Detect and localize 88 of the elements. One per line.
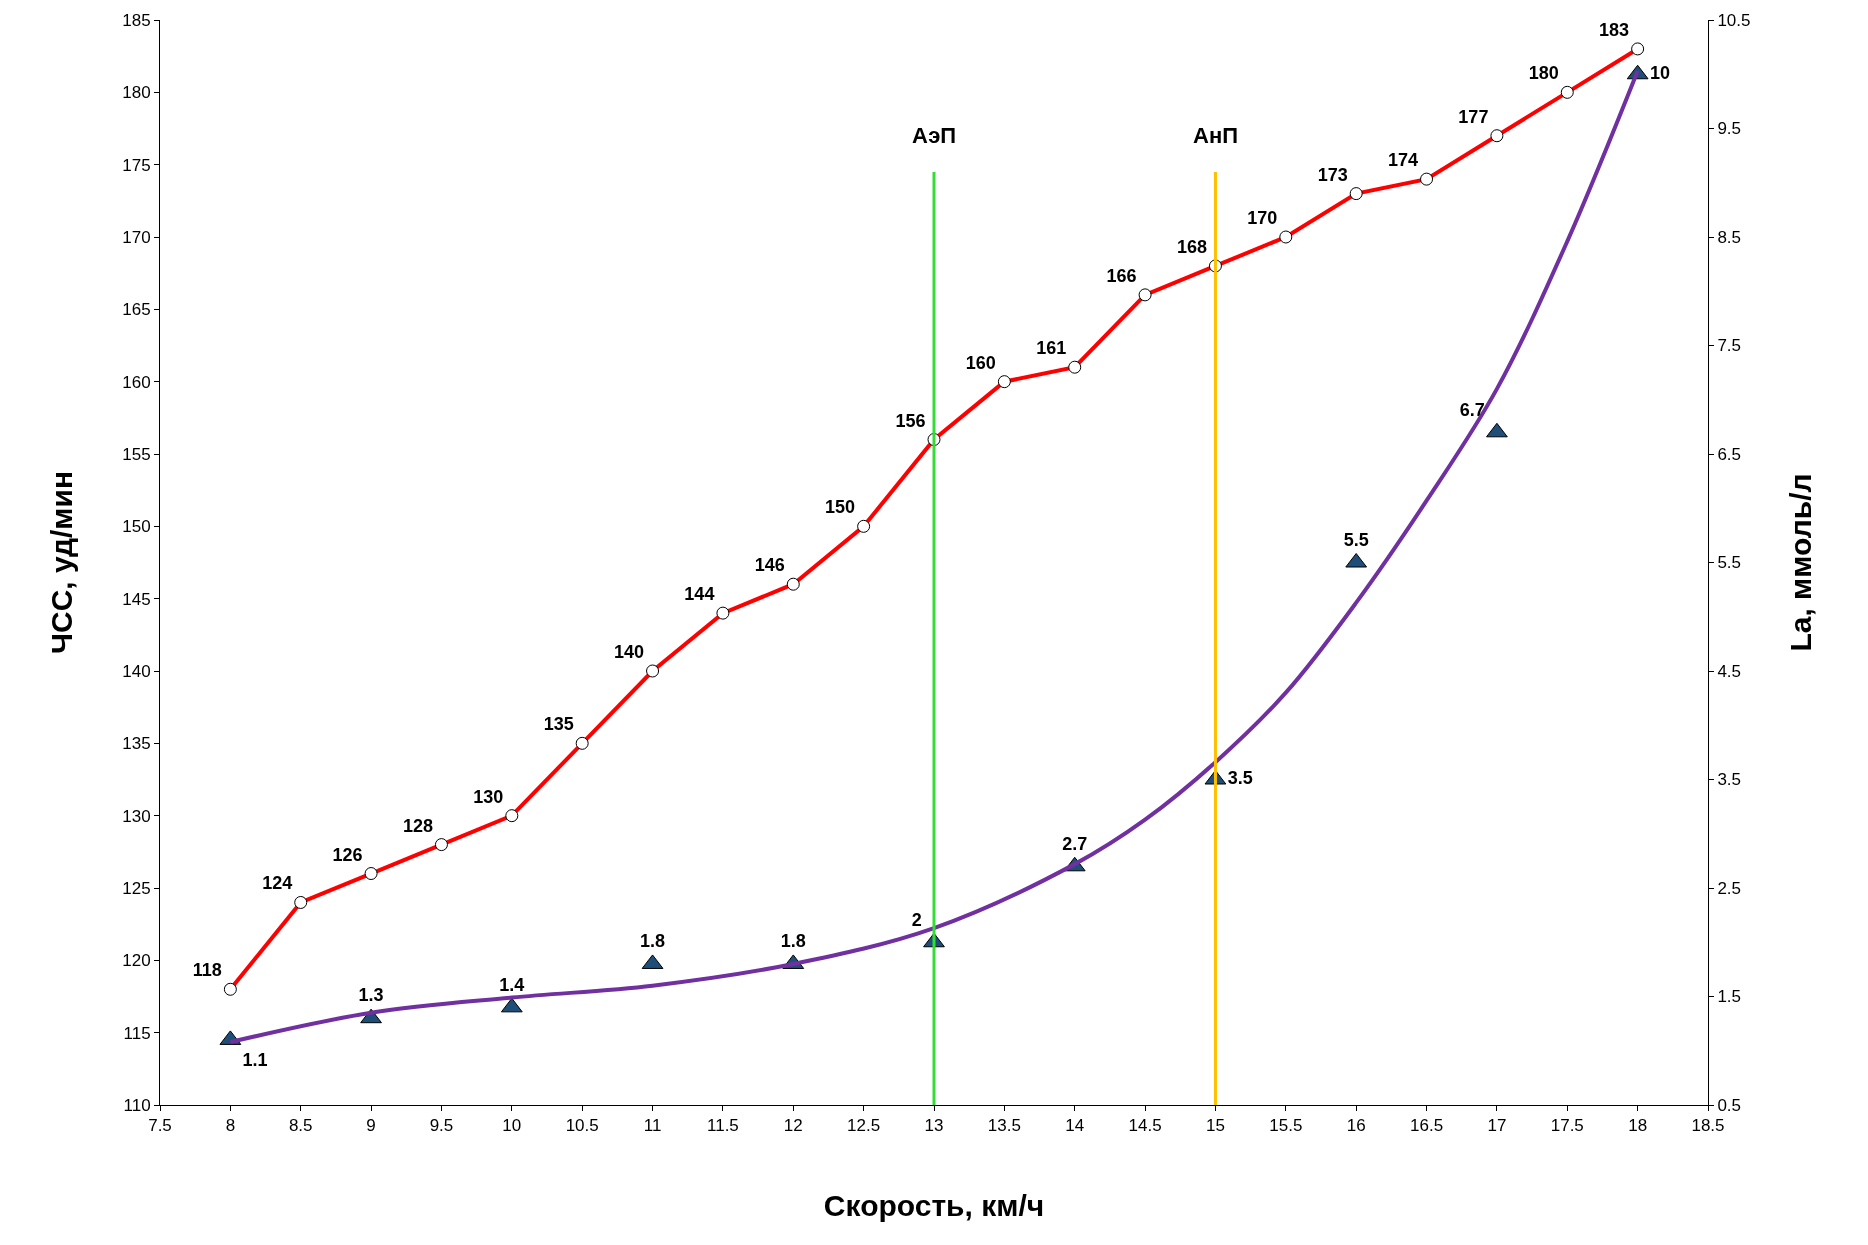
y-tick-label: 170 xyxy=(122,227,151,247)
x-tick-label: 12 xyxy=(783,1116,803,1136)
y-tick-label: 160 xyxy=(122,372,151,392)
data-label: 130 xyxy=(473,786,504,807)
x-tick-label: 14.5 xyxy=(1128,1116,1162,1136)
y2-tick-label: 9.5 xyxy=(1717,119,1742,139)
y2-tick-label: 1.5 xyxy=(1717,987,1742,1007)
data-label: 5.5 xyxy=(1343,529,1369,550)
y-tick-label: 145 xyxy=(122,589,151,609)
y2-tick-label: 6.5 xyxy=(1717,444,1742,464)
data-label: 1.4 xyxy=(499,974,525,995)
y2-tick-label: 0.5 xyxy=(1717,1095,1742,1115)
data-label: 135 xyxy=(543,714,574,735)
data-label: 161 xyxy=(1036,338,1067,359)
x-tick-label: 8.5 xyxy=(288,1116,313,1136)
x-tick-label: 18.5 xyxy=(1691,1116,1725,1136)
y-tick-label: 140 xyxy=(122,661,151,681)
y-tick-label: 155 xyxy=(122,444,151,464)
data-label: 166 xyxy=(1106,265,1137,286)
x-tick-label: 13 xyxy=(924,1116,944,1136)
data-label: 118 xyxy=(192,960,222,981)
x-tick-label: 7.5 xyxy=(148,1116,172,1136)
x-tick-label: 8 xyxy=(225,1116,236,1136)
data-label: 156 xyxy=(895,410,926,431)
x-tick-label: 16 xyxy=(1346,1116,1366,1136)
data-label: 144 xyxy=(684,584,715,605)
y2-tick-label: 2.5 xyxy=(1717,878,1742,898)
y-tick-label: 120 xyxy=(122,951,151,971)
y-axis-title: ЧСС, уд/мин xyxy=(45,470,79,655)
data-label: 126 xyxy=(332,844,363,865)
data-label: 1.8 xyxy=(780,931,806,952)
data-label: 168 xyxy=(1176,236,1207,257)
x-tick-label: 17 xyxy=(1487,1116,1507,1136)
data-label: 150 xyxy=(825,497,856,518)
y2-tick-label: 3.5 xyxy=(1717,770,1742,790)
x-tick-label: 12.5 xyxy=(847,1116,881,1136)
data-label: 180 xyxy=(1528,63,1559,84)
x-tick-label: 11 xyxy=(643,1116,662,1136)
y-tick-label: 175 xyxy=(122,155,151,175)
data-label: 1.1 xyxy=(242,1049,268,1070)
y-tick-label: 165 xyxy=(122,300,151,320)
ref-line-label: АэП xyxy=(912,123,957,148)
data-label: 6.7 xyxy=(1459,399,1485,420)
x-axis-title: Скорость, км/ч xyxy=(823,1188,1045,1222)
y2-axis-title: La, ммоль/л xyxy=(1783,473,1817,652)
x-tick-label: 10.5 xyxy=(565,1116,599,1136)
y2-tick-label: 4.5 xyxy=(1717,661,1742,681)
data-label: 146 xyxy=(754,555,785,576)
data-label: 128 xyxy=(402,815,433,836)
data-label: 124 xyxy=(262,873,293,894)
data-label: 160 xyxy=(965,352,996,373)
y2-tick-label: 5.5 xyxy=(1717,553,1742,573)
y2-tick-label: 10.5 xyxy=(1717,10,1751,30)
y-tick-label: 130 xyxy=(122,806,151,826)
data-label: 140 xyxy=(614,642,645,662)
y-tick-label: 185 xyxy=(122,10,151,30)
x-tick-label: 11.5 xyxy=(707,1116,739,1136)
x-tick-label: 9.5 xyxy=(429,1116,454,1136)
x-tick-label: 10 xyxy=(502,1116,522,1136)
x-tick-label: 18 xyxy=(1628,1116,1648,1136)
data-label: 173 xyxy=(1317,164,1348,185)
data-label: 2 xyxy=(911,909,922,930)
y-tick-label: 125 xyxy=(122,878,151,898)
y-tick-label: 180 xyxy=(122,83,151,103)
x-tick-label: 13.5 xyxy=(987,1116,1021,1136)
data-label: 2.7 xyxy=(1062,833,1088,854)
y2-tick-label: 8.5 xyxy=(1717,227,1742,247)
data-label: 1.8 xyxy=(640,931,666,952)
data-label: 3.5 xyxy=(1227,768,1253,788)
x-tick-label: 16.5 xyxy=(1410,1116,1444,1136)
y-tick-label: 110 xyxy=(123,1095,151,1115)
data-label: 174 xyxy=(1388,150,1419,171)
x-tick-label: 15.5 xyxy=(1269,1116,1303,1136)
x-tick-label: 14 xyxy=(1065,1116,1085,1136)
x-tick-label: 9 xyxy=(366,1116,376,1136)
data-label: 177 xyxy=(1458,106,1489,127)
x-tick-label: 17.5 xyxy=(1550,1116,1584,1136)
point xyxy=(1486,422,1508,438)
y-tick-label: 115 xyxy=(123,1023,151,1043)
ref-line-label: АнП xyxy=(1193,123,1238,148)
y2-tick-label: 7.5 xyxy=(1717,336,1742,356)
data-label: 1.3 xyxy=(358,985,384,1006)
data-label: 183 xyxy=(1599,19,1630,40)
data-label: 170 xyxy=(1247,208,1278,228)
data-label: 10 xyxy=(1649,62,1670,83)
y-tick-label: 150 xyxy=(122,517,151,537)
x-tick-label: 15 xyxy=(1205,1116,1225,1136)
y-tick-label: 135 xyxy=(122,734,151,754)
